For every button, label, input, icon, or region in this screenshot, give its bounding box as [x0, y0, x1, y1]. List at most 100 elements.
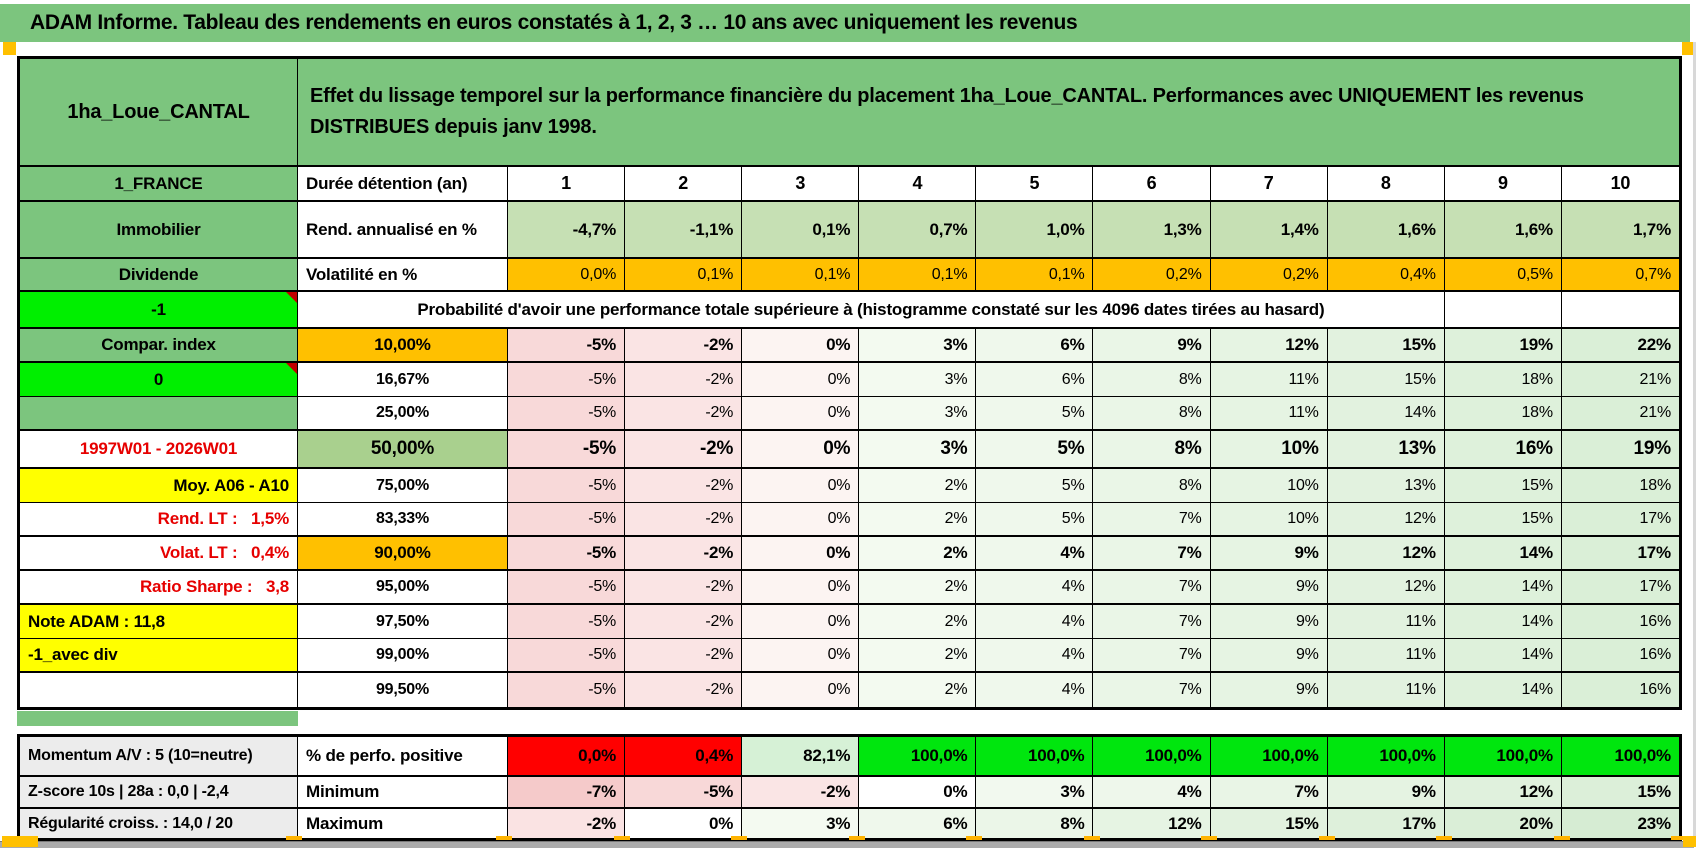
data-cell[interactable]: 8% [1093, 431, 1211, 467]
data-cell[interactable]: 9% [1093, 329, 1211, 361]
data-cell[interactable]: 0% [742, 639, 860, 671]
data-cell[interactable]: 16% [1561, 605, 1679, 638]
data-cell[interactable]: 4% [976, 605, 1094, 638]
data-cell[interactable]: -5% [508, 537, 626, 569]
data-cell[interactable]: 0,1% [625, 259, 743, 290]
data-cell[interactable]: 0% [742, 673, 860, 707]
data-cell[interactable]: 16% [1444, 431, 1562, 467]
data-cell[interactable]: 0% [742, 397, 860, 429]
data-cell[interactable]: 16% [1561, 673, 1679, 707]
data-cell[interactable]: 14% [1327, 397, 1445, 429]
data-cell[interactable]: 18% [1561, 469, 1679, 502]
data-cell[interactable]: 2% [859, 605, 977, 638]
data-cell[interactable]: -2% [625, 469, 743, 502]
percentile-cell[interactable]: 90,00% [298, 537, 508, 569]
data-cell[interactable]: -7% [508, 777, 626, 807]
data-cell[interactable]: -4,7% [508, 202, 626, 257]
data-cell[interactable]: 0,2% [1093, 259, 1211, 290]
data-cell[interactable]: 11% [1327, 605, 1445, 638]
data-cell[interactable]: -5% [625, 777, 743, 807]
data-cell[interactable]: 18% [1444, 363, 1562, 396]
data-cell[interactable]: 1,0% [976, 202, 1094, 257]
data-cell[interactable]: 2% [859, 537, 977, 569]
data-cell[interactable]: 15% [1561, 777, 1679, 807]
data-cell[interactable]: 100,0% [859, 737, 977, 775]
data-cell[interactable]: 0,2% [1210, 259, 1328, 290]
data-cell[interactable]: -2% [742, 777, 860, 807]
row-label[interactable]: Compar. index [20, 329, 298, 361]
data-cell[interactable]: 100,0% [1093, 737, 1211, 775]
row-label[interactable]: 0 [20, 363, 298, 396]
data-cell[interactable]: 3% [859, 431, 977, 467]
percentile-cell[interactable]: 99,50% [298, 673, 508, 707]
data-cell[interactable]: 14% [1444, 639, 1562, 671]
data-cell[interactable]: 6 [1093, 167, 1211, 200]
data-cell[interactable]: 6% [976, 329, 1094, 361]
data-cell[interactable]: 7% [1093, 673, 1211, 707]
data-cell[interactable]: 9 [1444, 167, 1562, 200]
percentile-cell[interactable]: 83,33% [298, 503, 508, 535]
data-cell[interactable]: -5% [508, 431, 626, 467]
row-label[interactable]: Dividende [20, 259, 298, 290]
data-cell[interactable]: 11% [1327, 673, 1445, 707]
data-cell[interactable]: 0,1% [742, 259, 860, 290]
percentile-cell[interactable]: 16,67% [298, 363, 508, 396]
data-cell[interactable]: 9% [1210, 673, 1328, 707]
data-cell[interactable]: 13% [1327, 431, 1445, 467]
data-cell[interactable]: 100,0% [1561, 737, 1679, 775]
percentile-cell[interactable]: 75,00% [298, 469, 508, 502]
data-cell[interactable]: 11% [1327, 639, 1445, 671]
data-cell[interactable]: 9% [1210, 605, 1328, 638]
row-label[interactable] [20, 673, 298, 707]
row-label[interactable]: -1_avec div [20, 639, 298, 671]
data-cell[interactable] [1561, 292, 1679, 327]
data-cell[interactable]: 8% [1093, 469, 1211, 502]
data-cell[interactable]: 7% [1093, 537, 1211, 569]
row-label[interactable]: Ratio Sharpe : 3,8 [20, 571, 298, 603]
data-cell[interactable]: 2% [859, 469, 977, 502]
data-cell[interactable]: 0,7% [1561, 259, 1679, 290]
measure-label[interactable]: % de perfo. positive [298, 737, 508, 775]
data-cell[interactable]: 11% [1210, 363, 1328, 396]
data-cell[interactable]: 8% [1093, 397, 1211, 429]
data-cell[interactable]: 16% [1561, 639, 1679, 671]
percentile-cell[interactable]: 25,00% [298, 397, 508, 429]
data-cell[interactable]: -5% [508, 571, 626, 603]
data-cell[interactable]: 0% [625, 809, 743, 838]
data-cell[interactable]: 0% [742, 605, 860, 638]
data-cell[interactable]: 100,0% [976, 737, 1094, 775]
data-cell[interactable]: 10 [1561, 167, 1679, 200]
data-cell[interactable]: 1,6% [1444, 202, 1562, 257]
data-cell[interactable]: 9% [1327, 777, 1445, 807]
measure-label[interactable]: Durée détention (an) [298, 167, 508, 200]
data-cell[interactable]: 15% [1327, 329, 1445, 361]
data-cell[interactable]: 12% [1444, 777, 1562, 807]
data-cell[interactable]: 2% [859, 571, 977, 603]
data-cell[interactable]: 15% [1444, 469, 1562, 502]
data-cell[interactable]: 17% [1561, 571, 1679, 603]
data-cell[interactable]: 7% [1093, 605, 1211, 638]
data-cell[interactable]: 4% [976, 639, 1094, 671]
data-cell[interactable]: 0,1% [742, 202, 860, 257]
data-cell[interactable]: 10% [1210, 469, 1328, 502]
data-cell[interactable]: 0,4% [1327, 259, 1445, 290]
data-cell[interactable]: 0% [742, 537, 860, 569]
percentile-cell[interactable]: 95,00% [298, 571, 508, 603]
data-cell[interactable]: 10% [1210, 503, 1328, 535]
data-cell[interactable]: -2% [625, 639, 743, 671]
data-cell[interactable]: 0,1% [976, 259, 1094, 290]
data-cell[interactable]: 3 [742, 167, 860, 200]
data-cell[interactable]: 7% [1210, 777, 1328, 807]
data-cell[interactable]: 21% [1561, 397, 1679, 429]
data-cell[interactable]: 12% [1210, 329, 1328, 361]
data-cell[interactable]: -2% [625, 503, 743, 535]
data-cell[interactable]: 15% [1444, 503, 1562, 535]
data-cell[interactable]: 19% [1444, 329, 1562, 361]
data-cell[interactable]: 4% [976, 537, 1094, 569]
row-label[interactable]: 1997W01 - 2026W01 [20, 431, 298, 467]
data-cell[interactable]: -5% [508, 605, 626, 638]
data-cell[interactable]: 2% [859, 673, 977, 707]
data-cell[interactable]: 2% [859, 503, 977, 535]
data-cell[interactable]: -2% [625, 605, 743, 638]
data-cell[interactable]: 23% [1561, 809, 1679, 838]
